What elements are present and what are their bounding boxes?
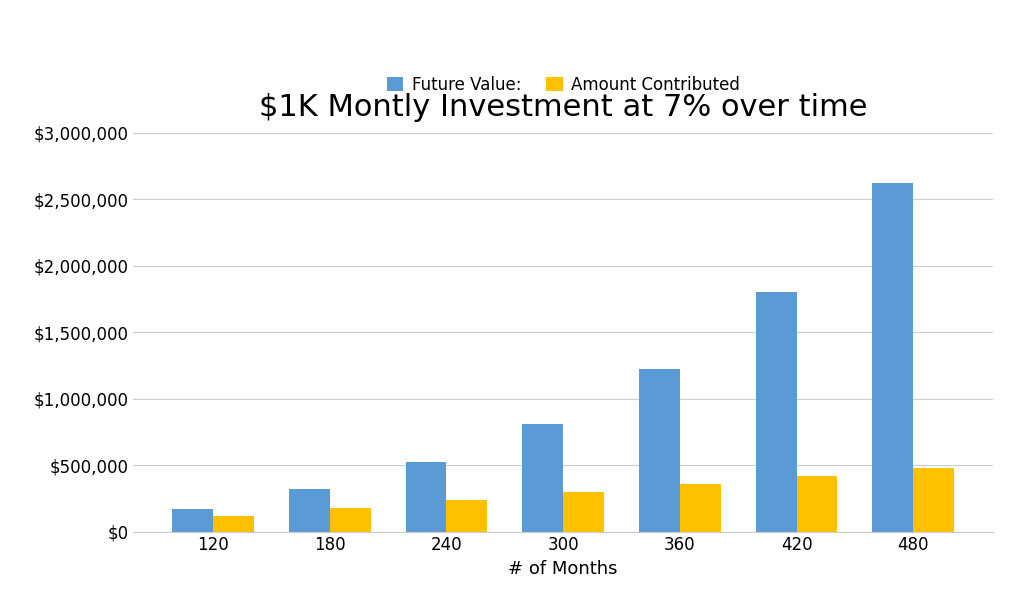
Bar [330, 507, 371, 532]
X-axis label: # of Months: # of Months [509, 560, 617, 578]
Bar [213, 516, 254, 532]
Title: $1K Montly Investment at 7% over time: $1K Montly Investment at 7% over time [259, 93, 867, 122]
Bar [172, 509, 213, 532]
Bar [639, 370, 680, 532]
Bar [289, 489, 330, 532]
Bar [797, 476, 838, 532]
Bar [872, 183, 913, 532]
Bar [446, 500, 487, 532]
Bar [406, 462, 446, 532]
Legend: Future Value:, Amount Contributed: Future Value:, Amount Contributed [380, 69, 746, 101]
Bar [913, 467, 954, 532]
Bar [563, 492, 604, 532]
Bar [756, 292, 797, 532]
Bar [680, 484, 721, 532]
Bar [522, 424, 563, 532]
